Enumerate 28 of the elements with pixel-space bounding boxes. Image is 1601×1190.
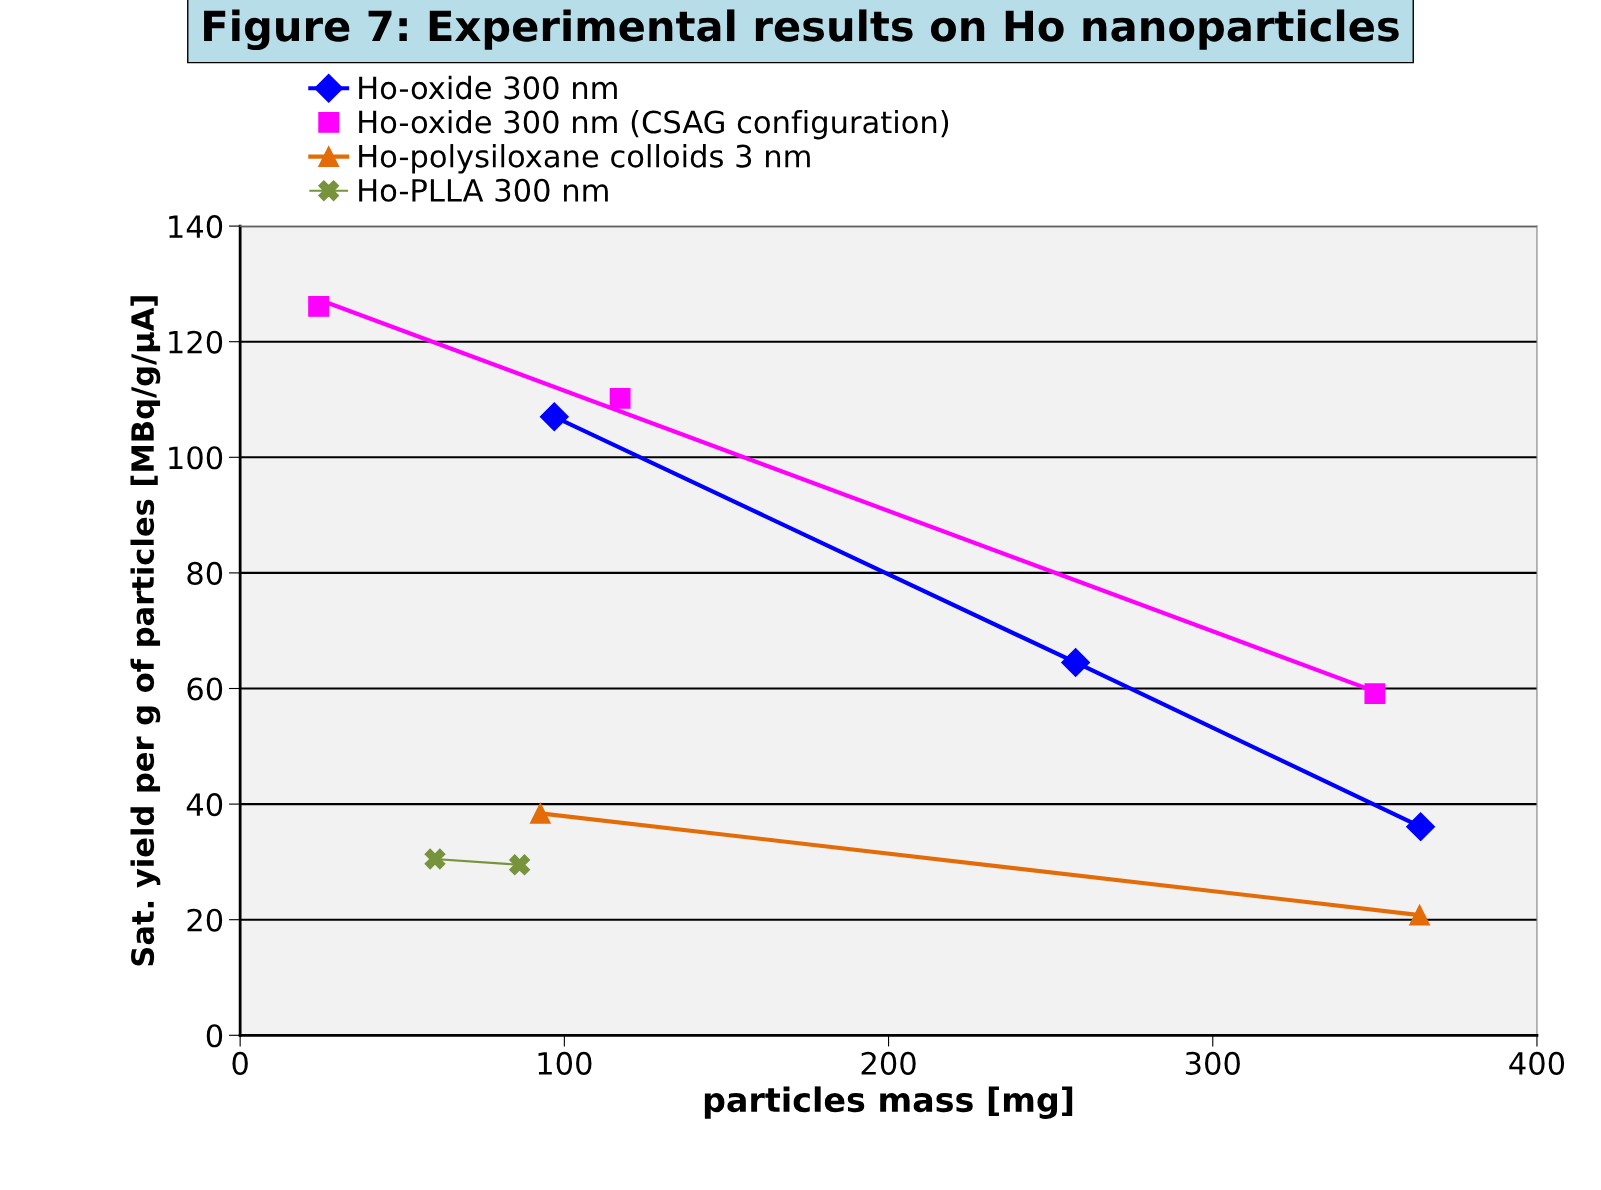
point: [1061, 648, 1091, 677]
point: [509, 854, 531, 876]
x-axis-title: particles mass [mg]: [704, 1086, 1073, 1119]
y-tick-label: 20: [187, 908, 223, 932]
x-tick-label: 300: [1185, 1051, 1240, 1075]
y-tick-label: 80: [187, 561, 223, 585]
x-tick-label: 0: [232, 1051, 248, 1075]
legend-label: Ho-oxide 300 nm (CSAG configuration): [359, 109, 949, 140]
y-tick-label: 0: [206, 1024, 223, 1048]
x-tick-label: 200: [861, 1051, 916, 1075]
point: [424, 848, 446, 870]
y-tick-label: 40: [186, 793, 223, 817]
y-tick-label: 120: [169, 330, 223, 354]
legend-label: Ho-oxide 300 nm: [359, 75, 617, 100]
point: [539, 402, 569, 432]
y-tick-label: 60: [187, 677, 223, 701]
x-tick-label: 400: [1509, 1051, 1565, 1075]
chart-title: Figure 7: Experimental results on Ho nanoparticles: [204, 9, 1399, 51]
y-tick-label: 140: [169, 215, 223, 239]
point: [609, 387, 631, 409]
point: [1409, 904, 1431, 926]
point: [1406, 812, 1436, 842]
point: [529, 802, 551, 824]
legend-label: Ho-polysiloxane colloids 3 nm: [359, 144, 810, 174]
y-tick-label: 100: [169, 446, 223, 470]
legend-label: Ho-PLLA 300 nm: [359, 178, 608, 202]
x-tick-label: 100: [538, 1051, 592, 1075]
y-axis-title: Sat. yield per g of particles [MBq/g/µA]: [130, 296, 161, 966]
